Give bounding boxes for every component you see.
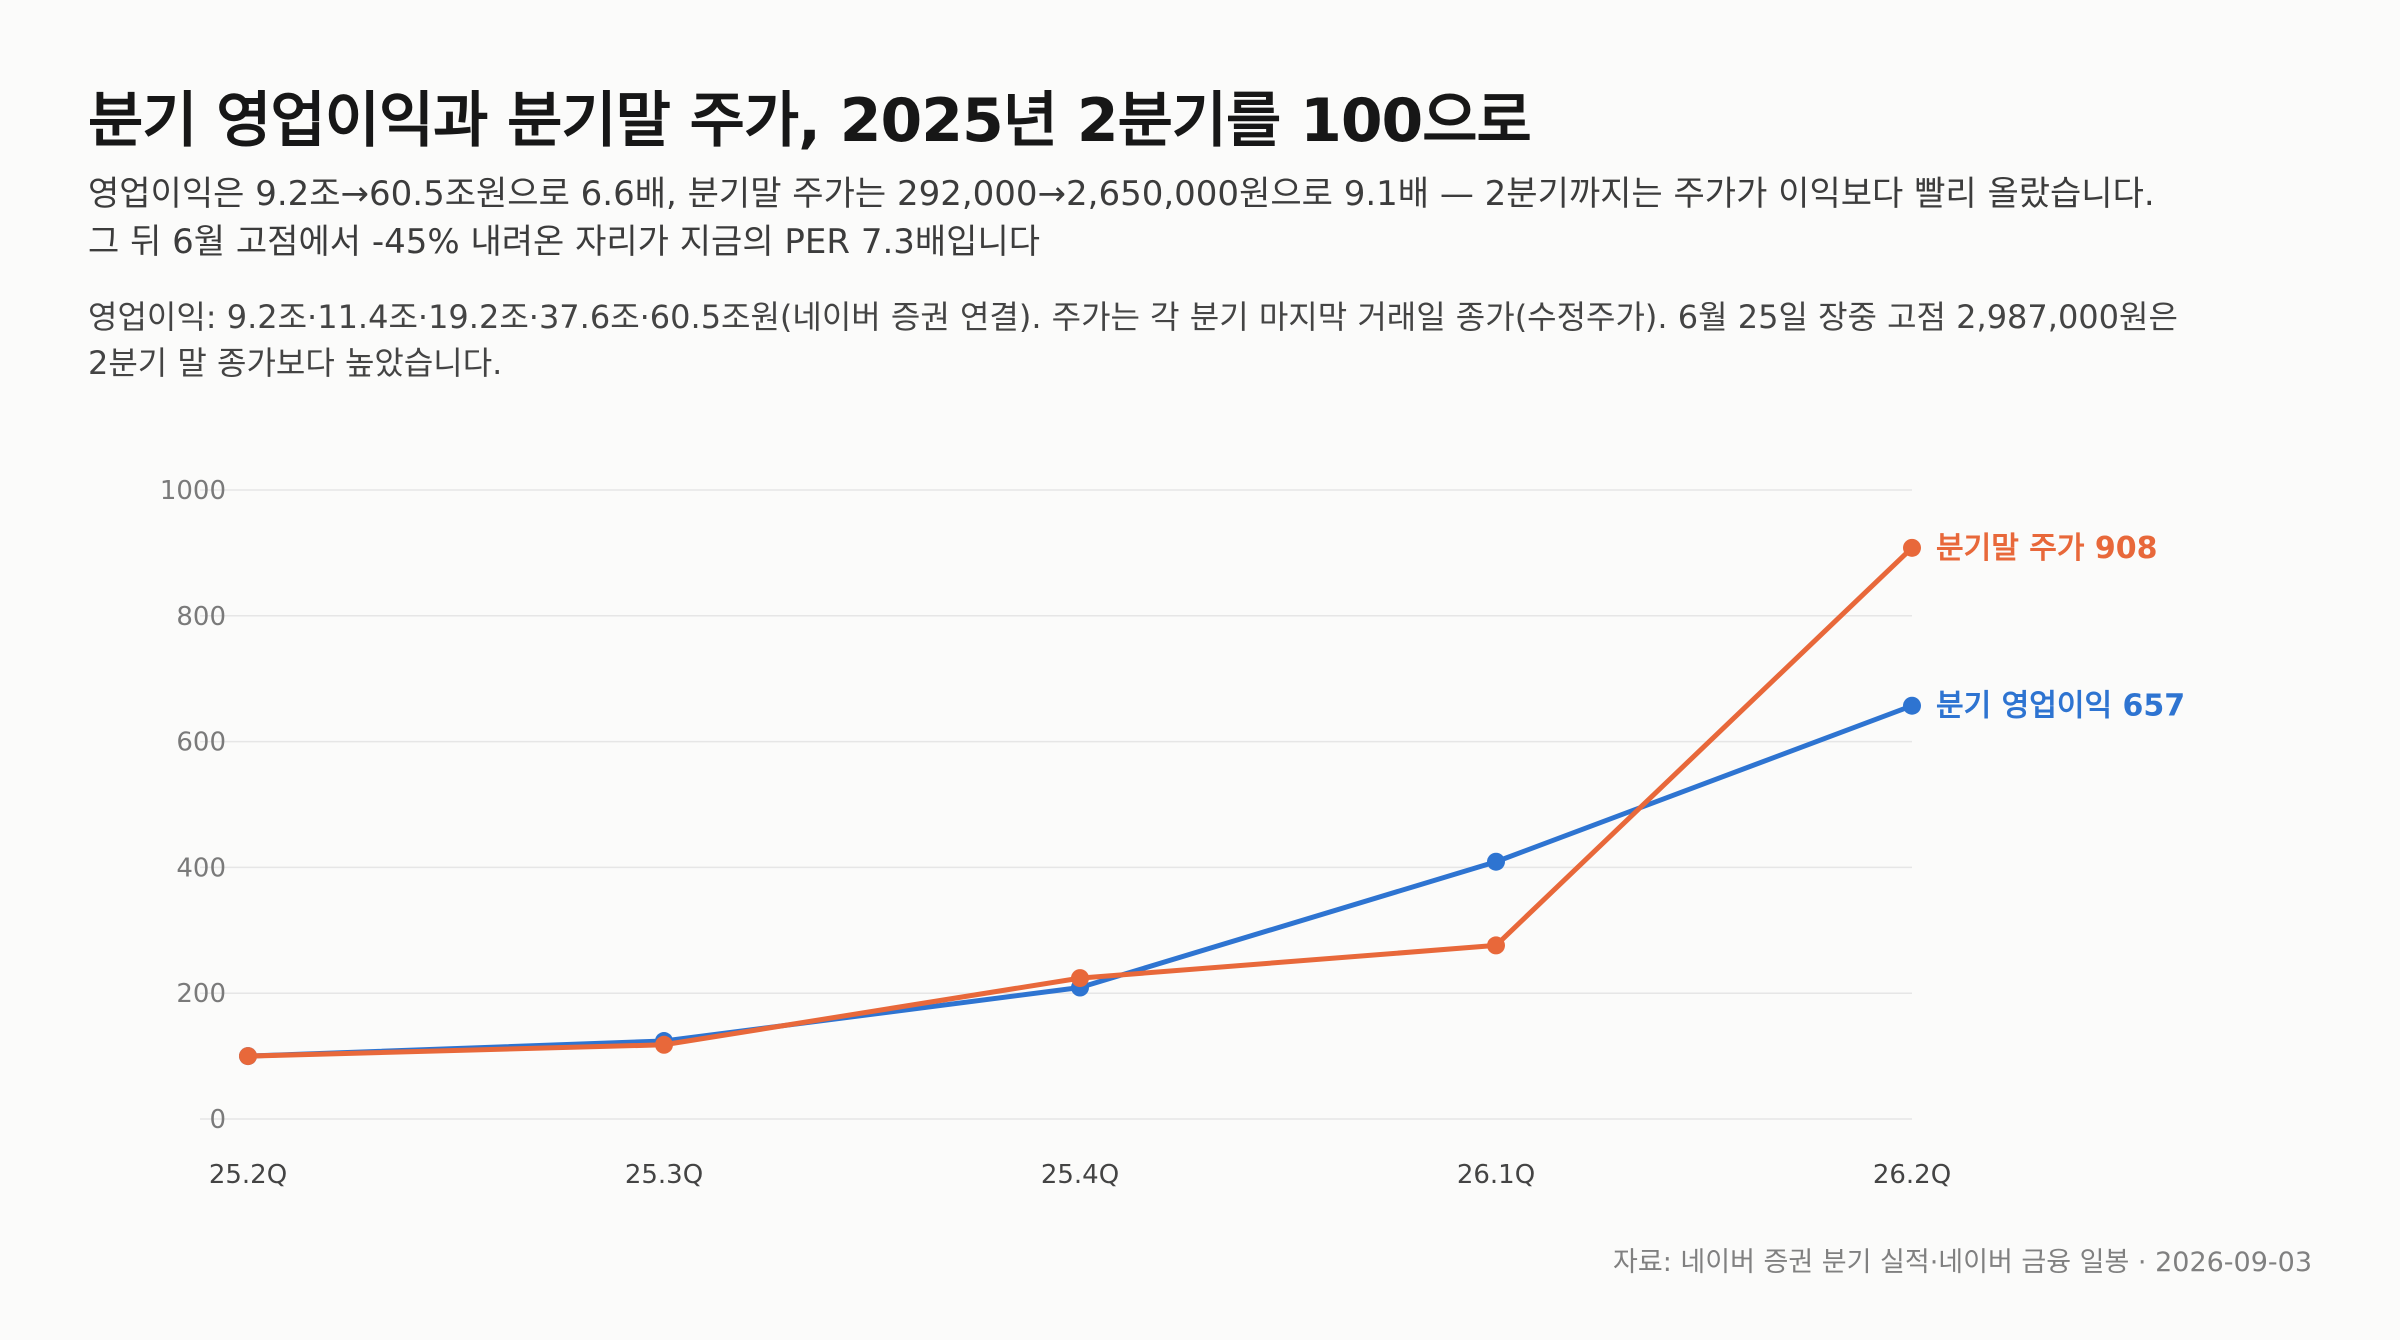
data-point-stock_price xyxy=(1903,538,1921,557)
data-point-operating_profit xyxy=(1903,696,1921,715)
data-point-stock_price xyxy=(1487,936,1505,955)
series-line-operating_profit xyxy=(245,703,1915,1059)
note-line-1: 영업이익: 9.2조·11.4조·19.2조·37.6조·60.5조원(네이버 … xyxy=(88,298,2178,336)
chart-subtitle: 영업이익은 9.2조→60.5조원으로 6.6배, 분기말 주가는 292,00… xyxy=(88,170,2348,266)
y-tick-label: 200 xyxy=(176,979,226,1009)
subtitle-line-2: 그 뒤 6월 고점에서 -45% 내려온 자리가 지금의 PER 7.3배입니다 xyxy=(88,222,1041,262)
data-point-stock_price xyxy=(655,1035,673,1054)
data-point-stock_price xyxy=(239,1047,257,1066)
y-tick-label: 400 xyxy=(176,853,226,883)
note-line-2: 2분기 말 종가보다 높았습니다. xyxy=(88,344,503,382)
x-tick-label: 26.2Q xyxy=(1873,1160,1951,1190)
x-tick-label: 26.1Q xyxy=(1457,1160,1535,1190)
chart-title: 분기 영업이익과 분기말 주가, 2025년 2분기를 100으로 xyxy=(88,86,1532,156)
series-lines xyxy=(239,538,1921,1066)
y-tick-label: 0 xyxy=(209,1105,226,1135)
series-stock_price xyxy=(239,538,1921,1066)
series-operating_profit xyxy=(239,696,1921,1066)
subtitle-line-1: 영업이익은 9.2조→60.5조원으로 6.6배, 분기말 주가는 292,00… xyxy=(88,174,2155,214)
y-tick-label: 1000 xyxy=(160,476,226,506)
x-tick-label: 25.2Q xyxy=(209,1160,287,1190)
chart-note: 영업이익: 9.2조·11.4조·19.2조·37.6조·60.5조원(네이버 … xyxy=(88,294,2348,386)
x-axis: 25.2Q 25.3Q 25.4Q 26.1Q 26.2Q xyxy=(209,1160,1951,1190)
x-tick-label: 25.3Q xyxy=(625,1160,703,1190)
grid-lines xyxy=(200,489,1912,1120)
data-point-operating_profit xyxy=(1487,852,1505,871)
y-axis: 0 200 400 600 800 1000 xyxy=(160,476,226,1135)
y-tick-label: 800 xyxy=(176,602,226,632)
source-note: 자료: 네이버 증권 분기 실적·네이버 금융 일봉 · 2026-09-03 xyxy=(1613,1247,2312,1278)
y-tick-label: 600 xyxy=(176,728,226,758)
data-point-stock_price xyxy=(1071,969,1089,988)
series-end-labels: 분기 영업이익 657 분기말 주가 908 xyxy=(1936,531,2185,724)
x-tick-label: 25.4Q xyxy=(1041,1160,1119,1190)
end-label-stock_price: 분기말 주가 908 xyxy=(1936,531,2158,566)
end-label-operating_profit: 분기 영업이익 657 xyxy=(1936,689,2185,724)
